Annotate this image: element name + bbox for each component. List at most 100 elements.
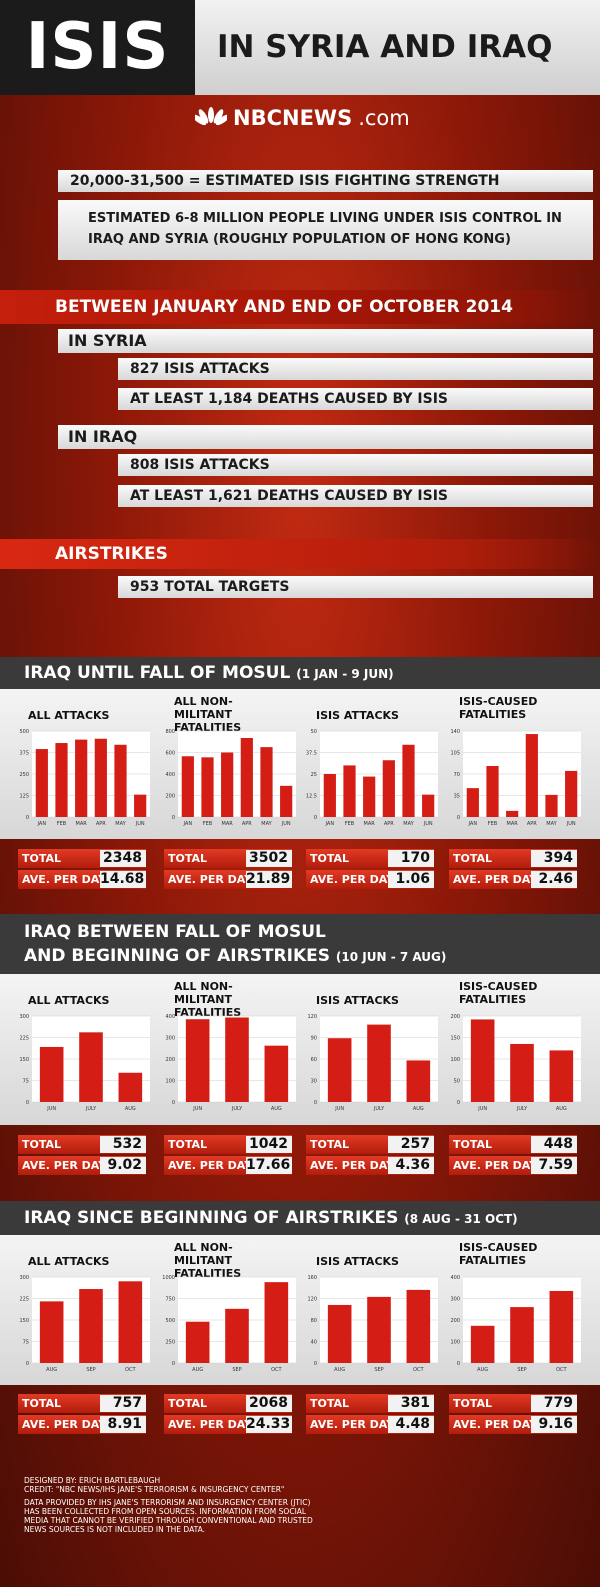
ave-per-day-value: 8.91: [100, 1416, 146, 1433]
population-line-2: IRAQ AND SYRIA (ROUGHLY POPULATION OF HO…: [88, 232, 511, 247]
total-label: TOTAL: [168, 852, 208, 865]
x-tick-label: APR: [242, 821, 252, 827]
y-tick-label: 400: [165, 1014, 175, 1020]
chart-svg: 0 200 400 600 800 JAN FEB MAR APR MAY JUN: [165, 729, 296, 827]
ave-per-day-row: AVE. PER DAY 4.48: [306, 1415, 434, 1434]
x-tick-label: JAN: [37, 821, 47, 827]
y-tick-label: 0: [26, 1100, 29, 1106]
x-tick-label: JAN: [325, 821, 335, 827]
bar: [181, 756, 194, 817]
chart-2-2: ALL NON-MILITANT FATALITIES 0 100 200 300 400…: [160, 974, 305, 1119]
y-tick-label: 0: [314, 1361, 317, 1367]
y-tick-label: 0: [26, 1361, 29, 1367]
bar: [185, 1019, 210, 1102]
y-tick-label: 300: [19, 1014, 29, 1020]
ave-per-day-value: 24.33: [246, 1416, 292, 1433]
header-title-isis: ISIS: [0, 0, 195, 95]
chart-svg: 0 75 150 225 300 JUN JULY AUG: [19, 1014, 150, 1112]
totals-block: TOTAL 2068 AVE. PER DAY 24.33: [164, 1394, 294, 1434]
y-tick-label: 125: [19, 794, 29, 800]
bar: [549, 1290, 574, 1363]
total-value: 2068: [246, 1395, 292, 1412]
ave-per-day-label: AVE. PER DAY: [168, 873, 253, 886]
chart-3-1: ALL ATTACKS 0 75 150 225 300 AUG SEP OCT: [14, 1235, 159, 1380]
y-tick-label: 200: [450, 1318, 460, 1324]
bar: [264, 1282, 289, 1363]
footer: DESIGNED BY: ERICH BARTLEBAUGH CREDIT: "N…: [24, 1476, 324, 1538]
bar: [506, 810, 519, 817]
x-tick-label: MAY: [261, 821, 272, 827]
total-label: TOTAL: [22, 1397, 62, 1410]
x-tick-label: JUN: [46, 1106, 56, 1112]
bar: [466, 788, 479, 817]
y-tick-label: 600: [165, 751, 175, 757]
y-tick-label: 200: [165, 1057, 175, 1063]
bar: [94, 738, 107, 817]
total-value: 170: [388, 850, 434, 867]
y-tick-label: 0: [314, 1100, 317, 1106]
bar: [486, 766, 499, 817]
header: ISIS IN SYRIA AND IRAQ: [0, 0, 600, 95]
section-2-title-line-2: AND BEGINNING OF AIRSTRIKES: [24, 946, 330, 966]
chart-2-1: ALL ATTACKS 0 75 150 225 300 JUN JULY AUG: [14, 974, 159, 1119]
bar: [75, 739, 88, 817]
bar: [55, 743, 68, 817]
y-tick-label: 75: [23, 1340, 29, 1346]
totals-block: TOTAL 1042 AVE. PER DAY 17.66: [164, 1135, 294, 1175]
y-tick-label: 250: [165, 1340, 175, 1346]
y-tick-label: 225: [19, 1297, 29, 1303]
x-tick-label: FEB: [488, 821, 498, 827]
peacock-icon: [195, 107, 227, 126]
x-tick-label: MAR: [222, 821, 234, 827]
chart-svg: 0 50 100 150 200 JUN JULY AUG: [450, 1014, 581, 1112]
y-tick-label: 70: [454, 772, 460, 778]
x-tick-label: AUG: [125, 1106, 136, 1112]
x-tick-label: OCT: [271, 1367, 282, 1373]
bar: [470, 1019, 495, 1102]
chart-title: ISIS-CAUSED FATALITIES: [459, 695, 538, 721]
x-tick-label: FEB: [345, 821, 355, 827]
totals-block: TOTAL 2348 AVE. PER DAY 14.68: [18, 849, 148, 889]
chart-title: ISIS-CAUSED FATALITIES: [459, 1241, 538, 1267]
totals-block: TOTAL 448 AVE. PER DAY 7.59: [449, 1135, 579, 1175]
x-tick-label: JAN: [183, 821, 193, 827]
total-row: TOTAL 381: [306, 1394, 434, 1413]
total-row: TOTAL 257: [306, 1135, 434, 1154]
ave-per-day-label: AVE. PER DAY: [310, 1418, 395, 1431]
chart-svg: 0 100 200 300 400 AUG SEP OCT: [450, 1275, 581, 1373]
bar: [39, 1301, 64, 1363]
y-tick-label: 0: [457, 815, 460, 821]
total-label: TOTAL: [168, 1397, 208, 1410]
total-label: TOTAL: [310, 1138, 350, 1151]
bar: [280, 785, 293, 817]
y-tick-label: 800: [165, 729, 175, 735]
total-label: TOTAL: [453, 1397, 493, 1410]
bar: [134, 794, 147, 817]
section-3-title: IRAQ SINCE BEGINNING OF AIRSTRIKES (8 AU…: [0, 1201, 600, 1235]
x-tick-label: JAN: [468, 821, 478, 827]
ave-per-day-value: 2.46: [531, 871, 577, 888]
ave-per-day-label: AVE. PER DAY: [310, 1159, 395, 1172]
ave-per-day-row: AVE. PER DAY 8.91: [18, 1415, 146, 1434]
bar: [367, 1024, 391, 1102]
y-tick-label: 400: [450, 1275, 460, 1281]
bar: [422, 794, 435, 817]
x-tick-label: APR: [527, 821, 537, 827]
x-tick-label: JUN: [281, 821, 291, 827]
population-bar: ESTIMATED 6-8 MILLION PEOPLE LIVING UNDE…: [58, 200, 593, 260]
total-row: TOTAL 2068: [164, 1394, 292, 1413]
section-2-dates: (10 JUN - 7 AUG): [335, 950, 447, 964]
bar: [260, 747, 273, 817]
x-tick-label: JUN: [334, 1106, 344, 1112]
y-tick-label: 300: [165, 1036, 175, 1042]
chart-1-2: ALL NON-MILITANT FATALITIES 0 200 400 600 800…: [160, 689, 305, 834]
chart-3-3: ISIS ATTACKS 0 40 80 120 160 AUG SEP OCT: [302, 1235, 447, 1380]
total-value: 257: [388, 1136, 434, 1153]
bar: [327, 1304, 352, 1363]
ave-per-day-row: AVE. PER DAY 4.36: [306, 1156, 434, 1175]
bar: [470, 1325, 495, 1363]
x-tick-label: AUG: [46, 1367, 57, 1373]
ave-per-day-value: 7.59: [531, 1157, 577, 1174]
y-tick-label: 60: [311, 1057, 317, 1063]
chart-1-1: ALL ATTACKS 0 125 250 375 500 JAN FEB MAR APR MAY J…: [14, 689, 159, 834]
